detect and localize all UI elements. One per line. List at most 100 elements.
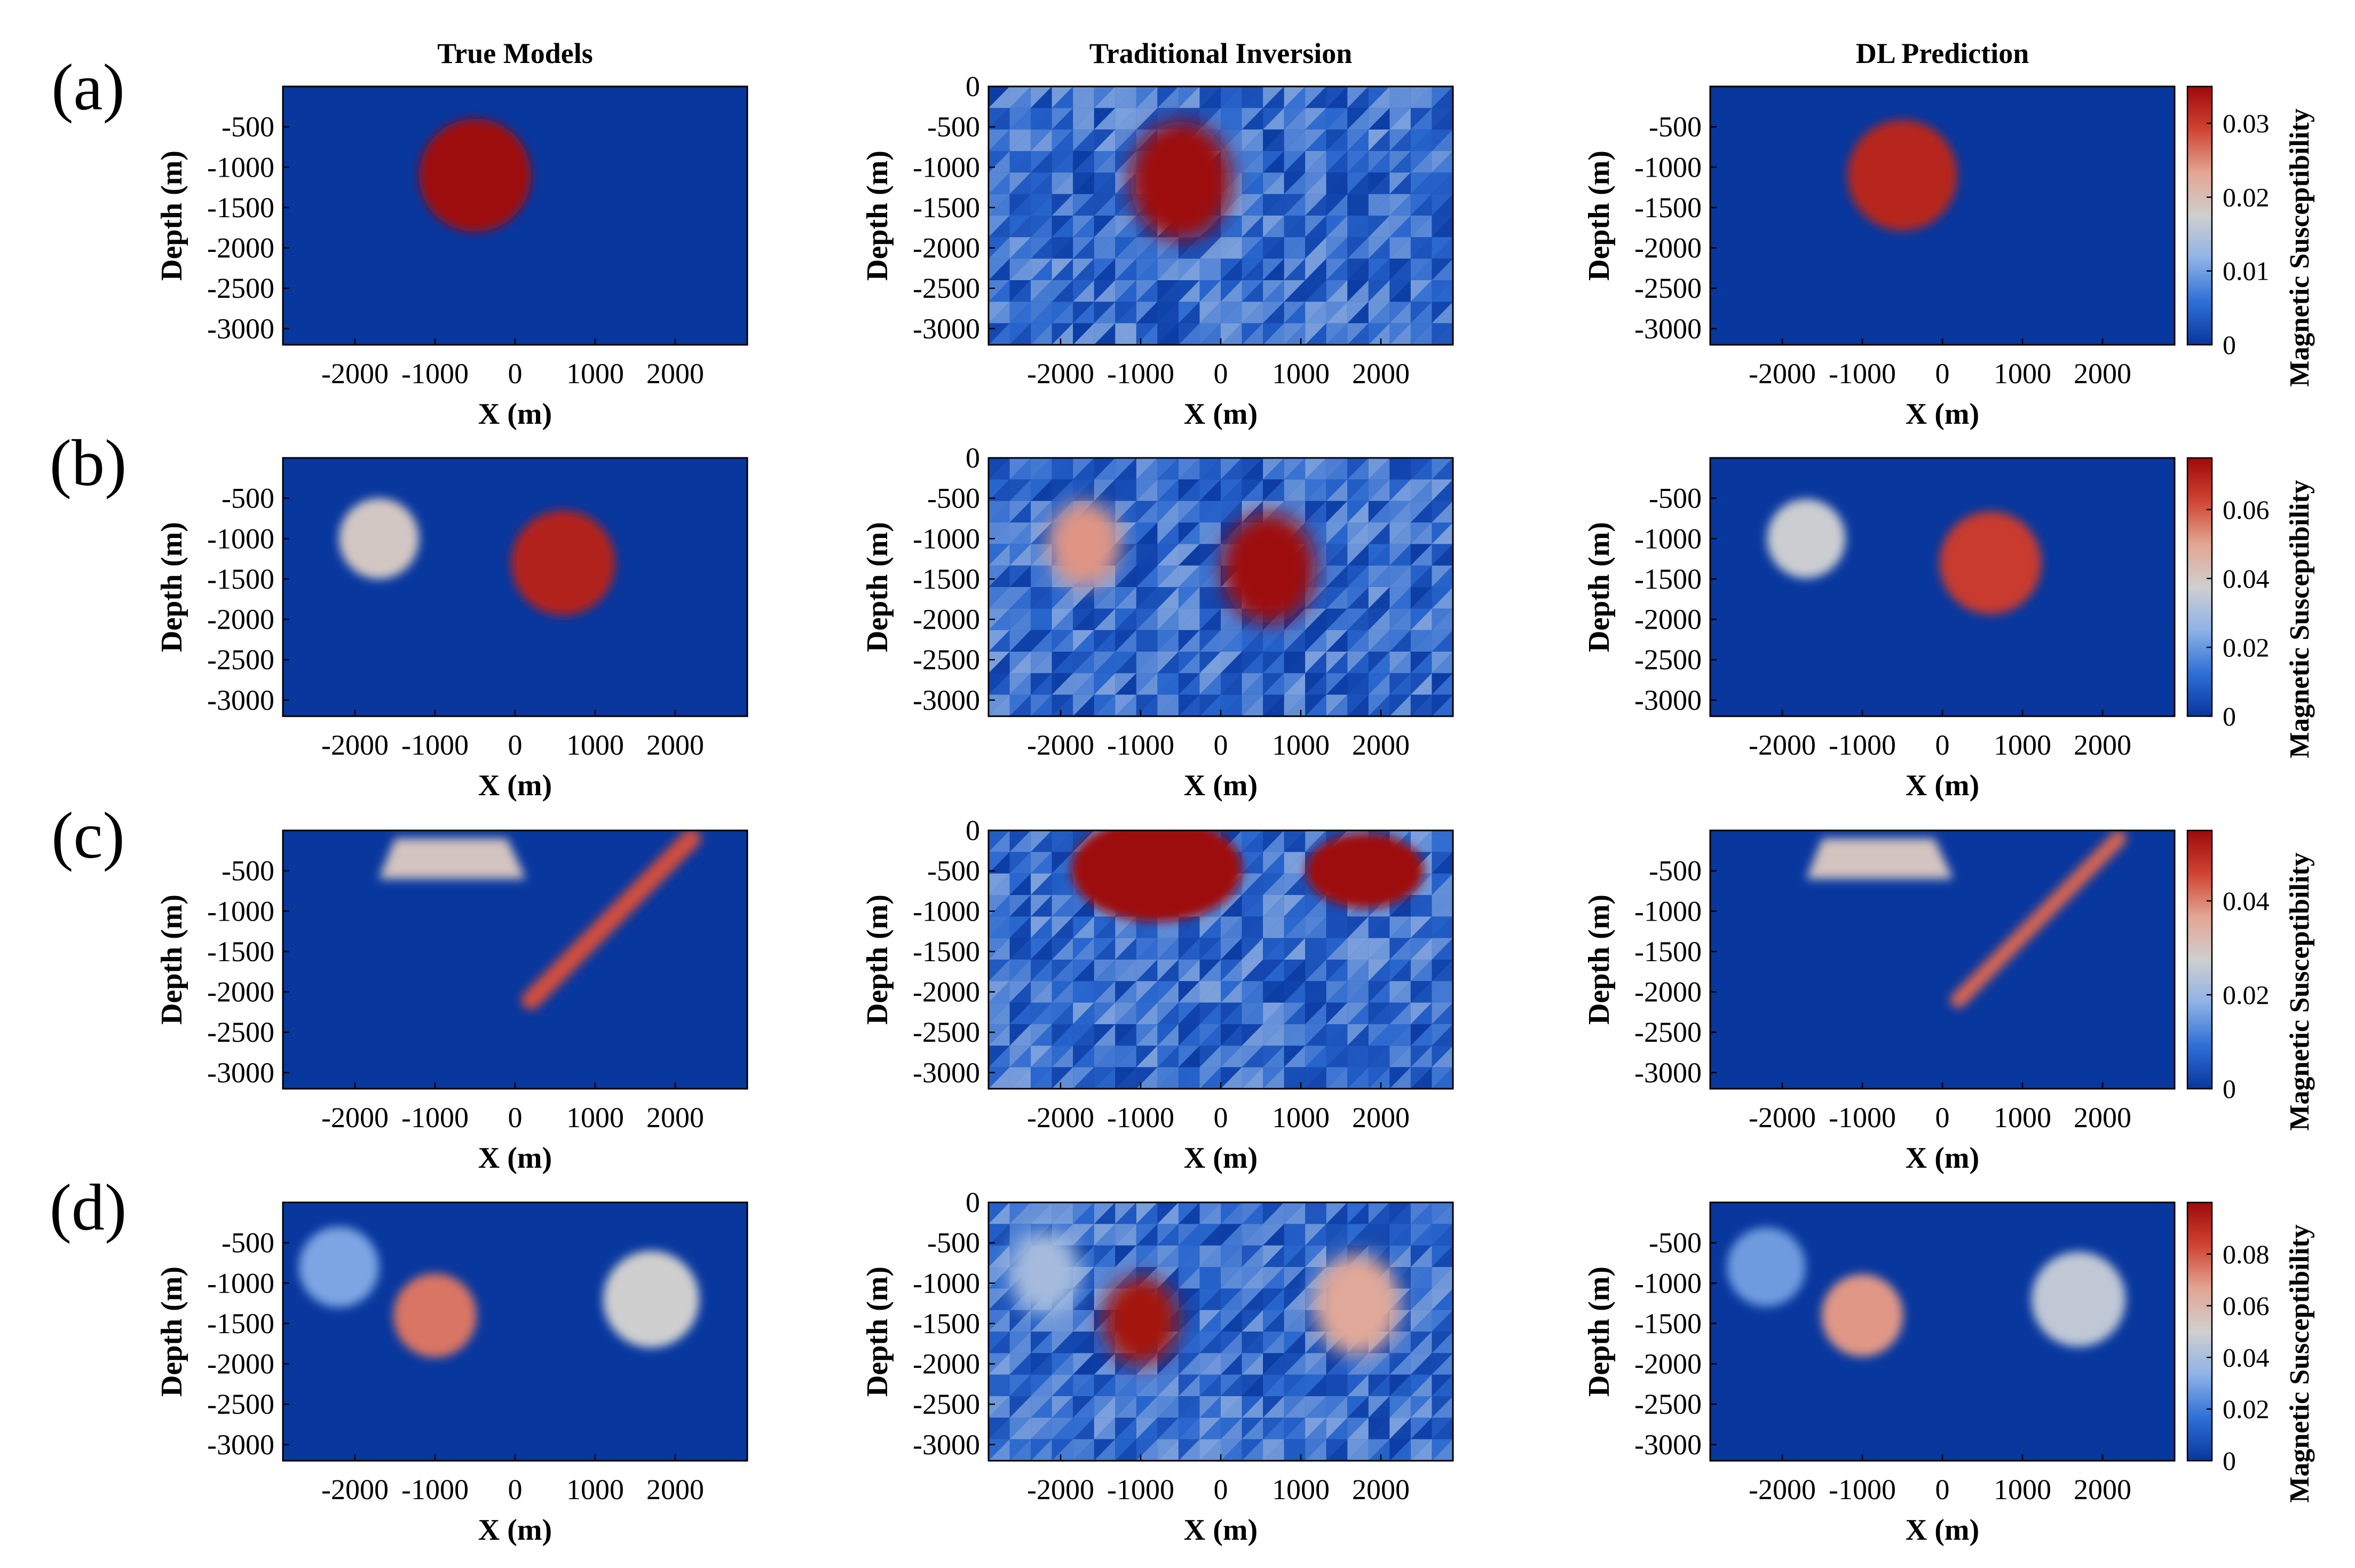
mesh-cell (1115, 1024, 1136, 1046)
mesh-cell (1432, 565, 1453, 587)
mesh-cell (1136, 1067, 1158, 1089)
mesh-cell (1368, 280, 1390, 302)
mesh-cell (1326, 151, 1348, 173)
mesh-cell (1263, 1245, 1284, 1267)
mesh-cell (1368, 960, 1390, 981)
mesh-cell (1221, 652, 1242, 674)
mesh-cell (1009, 852, 1031, 874)
mesh-cell (1073, 1396, 1094, 1418)
mesh-cell (1305, 1224, 1326, 1246)
mesh-cell (1432, 1224, 1453, 1246)
mesh-cell (1073, 1024, 1094, 1046)
mesh-cell (1432, 1396, 1453, 1418)
mesh-cell (1410, 172, 1432, 194)
mesh-cell (1009, 608, 1031, 630)
mesh-cell (989, 258, 1010, 280)
mesh-cell (1432, 522, 1453, 544)
x-tick-label: 2000 (1352, 358, 1410, 390)
mesh-cell (1347, 1439, 1369, 1461)
mesh-cell (1263, 1002, 1284, 1024)
mesh-cell (1157, 1245, 1179, 1267)
mesh-cell (1199, 323, 1221, 345)
mesh-cell (989, 960, 1010, 981)
x-tick-label: -1000 (1829, 729, 1896, 761)
mesh-cell (1178, 1396, 1200, 1418)
mesh-cell (1094, 323, 1116, 345)
mesh-cell (1410, 1202, 1432, 1224)
mesh-cell (1199, 1353, 1221, 1375)
mesh-cell (1284, 172, 1306, 194)
mesh-cell (1242, 1288, 1263, 1310)
mesh-cell (1389, 608, 1411, 630)
mesh-cell (1389, 652, 1411, 674)
mesh-cell (1031, 960, 1052, 981)
heatmap-background (283, 458, 747, 716)
mesh-cell (1052, 1002, 1073, 1024)
mesh-cell (1031, 630, 1052, 652)
mesh-cell (1221, 258, 1242, 280)
mesh-cell (1136, 501, 1158, 522)
mesh-cell (1347, 565, 1369, 587)
mesh-cell (1031, 1310, 1052, 1332)
mesh-cell (1410, 1417, 1432, 1439)
mesh-cell (1073, 129, 1094, 151)
mesh-cell (1073, 916, 1094, 938)
mesh-cell (1199, 544, 1221, 566)
mesh-cell (1073, 1024, 1094, 1046)
mesh-cell (1263, 258, 1284, 280)
mesh-cell (1052, 1332, 1073, 1353)
mesh-cell (1073, 587, 1094, 609)
mesh-cell (1031, 960, 1052, 981)
mesh-cell (1031, 1332, 1052, 1353)
y-tick-label: 0 (966, 70, 980, 102)
mesh-cell (1347, 1046, 1369, 1067)
mesh-cell (1199, 1202, 1221, 1224)
mesh-cell (1410, 522, 1432, 544)
mesh-cell (1284, 323, 1306, 345)
mesh-cell (989, 830, 1010, 852)
mesh-cell (1094, 258, 1116, 280)
mesh-cell (1305, 129, 1326, 151)
mesh-cell (1305, 960, 1326, 981)
y-tick-label: -1000 (207, 1267, 274, 1299)
mesh-cell (1115, 194, 1136, 216)
mesh-cell (1263, 895, 1284, 917)
mesh-cell (1326, 1067, 1348, 1089)
mesh-cell (1326, 1002, 1348, 1024)
y-tick-label: -2000 (207, 232, 274, 264)
mesh-cell (1052, 280, 1073, 302)
mesh-cell (1242, 873, 1263, 895)
mesh-cell (1368, 694, 1390, 716)
mesh-cell (1389, 938, 1411, 960)
mesh-cell (1347, 652, 1369, 674)
mesh-cell (1094, 86, 1116, 108)
mesh-cell (1031, 544, 1052, 566)
mesh-cell (989, 1396, 1010, 1418)
mesh-cell (1115, 458, 1136, 480)
mesh-cell (1368, 652, 1390, 674)
mesh-cell (1094, 694, 1116, 716)
mesh-cell (989, 1267, 1010, 1289)
mesh-cell (1432, 1002, 1453, 1024)
x-tick-label: 0 (508, 1102, 523, 1134)
mesh-cell (1389, 694, 1411, 716)
mesh-cell (1432, 216, 1453, 237)
mesh-cell (1052, 216, 1073, 237)
mesh-cell (1432, 981, 1453, 1003)
mesh-cell (1052, 938, 1073, 960)
mesh-cell (1389, 960, 1411, 981)
y-tick-label: -2000 (913, 232, 980, 264)
mesh-cell (1263, 237, 1284, 259)
mesh-cell (1178, 280, 1200, 302)
mesh-cell (1199, 960, 1221, 981)
mesh-cell (1347, 694, 1369, 716)
mesh-cell (1073, 1332, 1094, 1353)
mesh-cell (1157, 1396, 1179, 1418)
mesh-cell (1031, 258, 1052, 280)
mesh-cell (1432, 652, 1453, 674)
mesh-cell (1410, 1374, 1432, 1396)
mesh-cell (1284, 1310, 1306, 1332)
mesh-cell (1368, 479, 1390, 501)
mesh-cell (1242, 280, 1263, 302)
